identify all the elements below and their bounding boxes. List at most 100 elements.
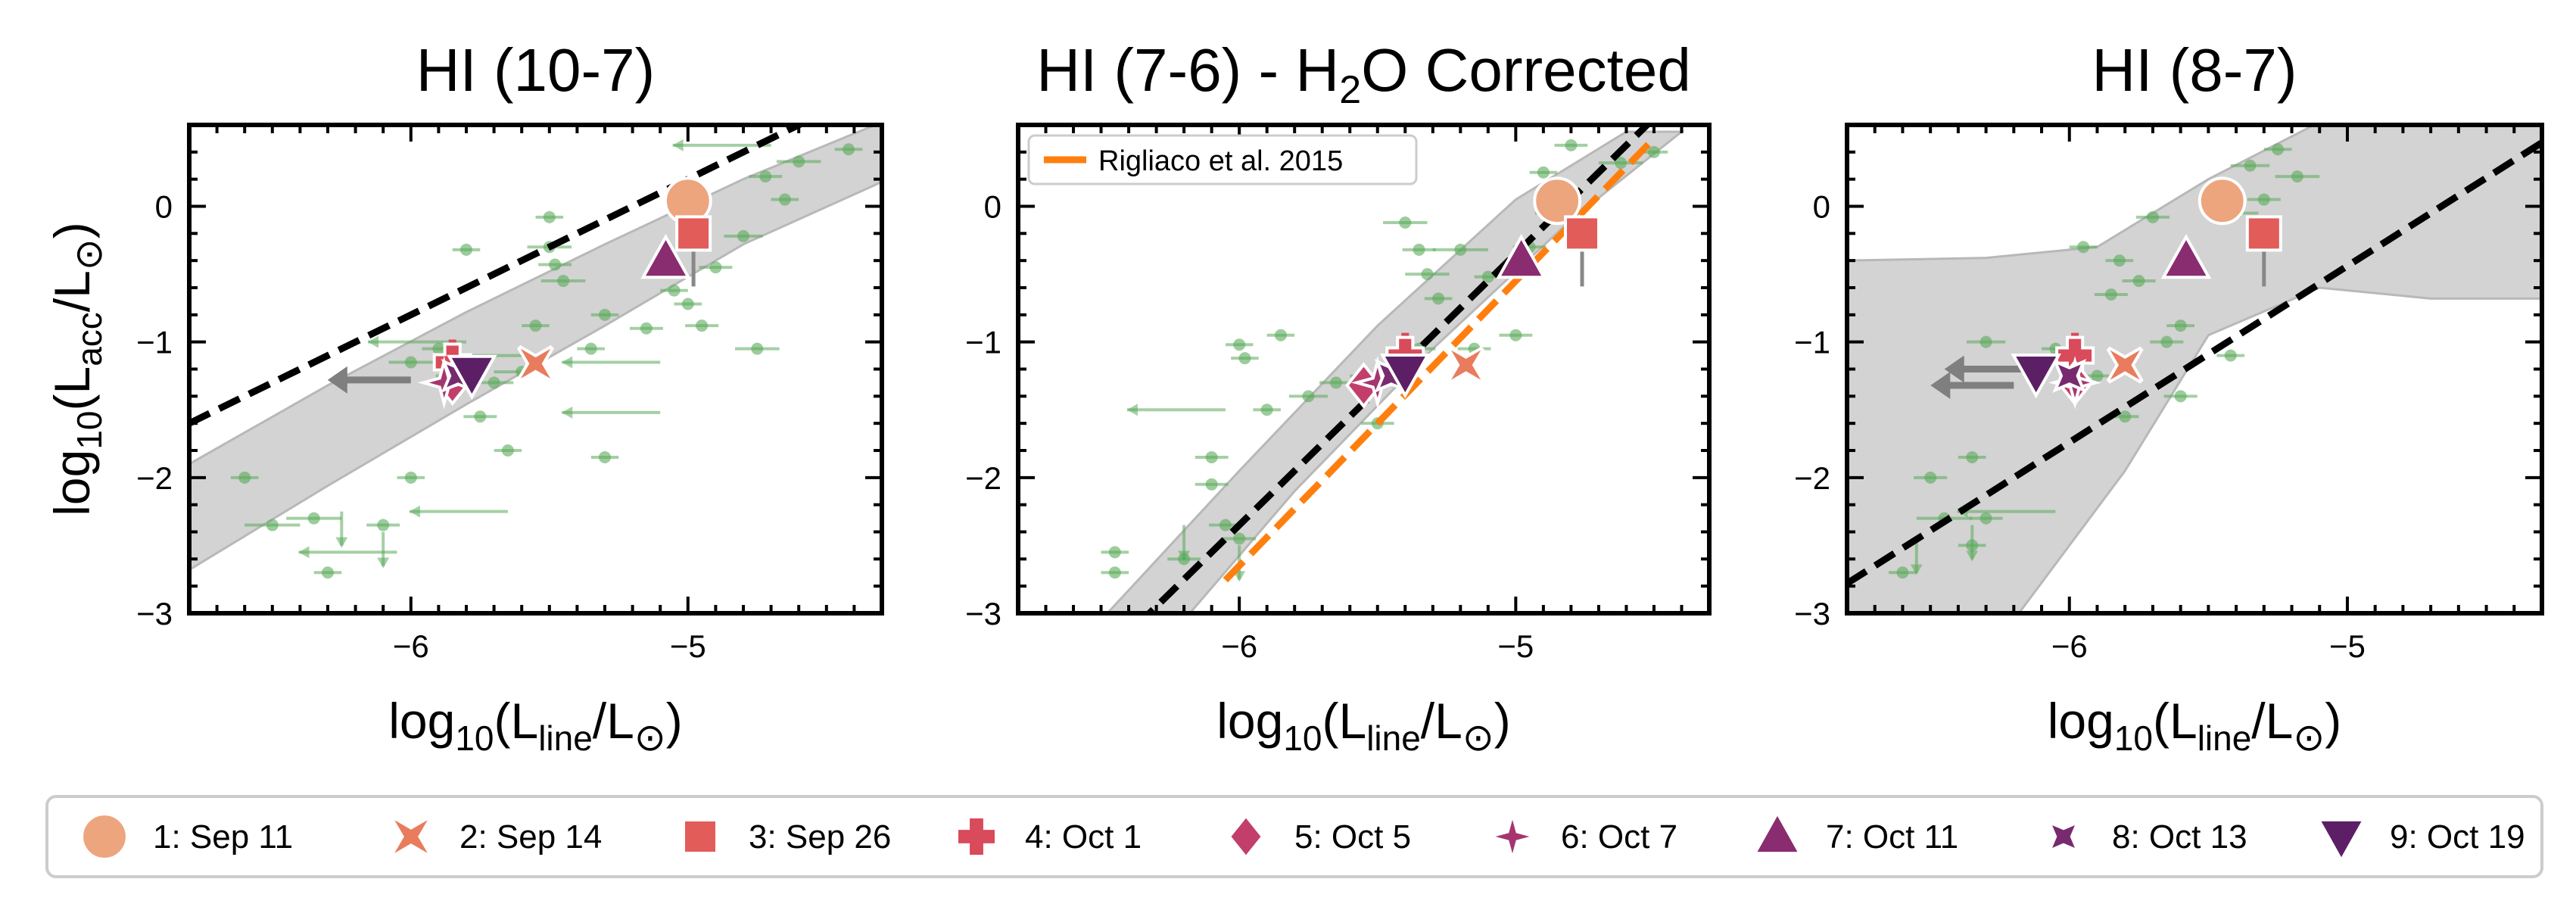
point — [474, 410, 487, 423]
panel-3: −6 −5 −3 −2 −1 0 HI (8-7) log10(Lline/L⊙) — [1794, 36, 2544, 759]
point — [377, 519, 390, 531]
y-tick-label: −1 — [136, 325, 173, 360]
point — [238, 471, 251, 484]
x-axis-label: log10(Lline/L⊙) — [1216, 693, 1510, 759]
legend-frame — [45, 795, 2543, 878]
literature-point — [1101, 566, 1129, 579]
x-tick-label: −6 — [2051, 628, 2088, 664]
legend-marker — [2316, 818, 2367, 864]
point — [1454, 243, 1467, 256]
literature-point — [674, 298, 702, 310]
x-tick-label: −5 — [1497, 628, 1534, 664]
legend-item: 1: Sep 11 — [80, 812, 293, 861]
literature-point — [1889, 566, 1917, 579]
point — [640, 322, 653, 335]
point — [1980, 512, 1992, 525]
literature-point — [1231, 352, 1259, 365]
limit-arrow-head — [1178, 550, 1191, 562]
point — [2257, 193, 2270, 206]
legend-label: 1: Sep 11 — [153, 818, 293, 856]
point — [1260, 404, 1273, 416]
literature-point — [1598, 157, 1643, 170]
point — [557, 275, 570, 288]
literature-point — [776, 155, 821, 168]
literature-point — [735, 342, 780, 355]
literature-point — [1405, 268, 1450, 281]
x-label-part: ⊙ — [634, 716, 666, 759]
y-tick-label: −3 — [1794, 596, 1830, 631]
literature-point — [834, 143, 863, 156]
point — [2119, 410, 2132, 423]
x-label-part: line — [1366, 718, 1421, 758]
point — [584, 342, 597, 355]
y-label-part: acc — [70, 312, 109, 366]
legend-marker — [2046, 819, 2081, 854]
rigliaco-line — [1223, 136, 1657, 583]
fit-line — [1847, 139, 2542, 587]
panel-2: −6 −5 −3 −2 −1 0 HI (7-6) - H2O Corrected log10… — [965, 36, 1712, 759]
legend-marker — [1227, 813, 1265, 860]
point — [2104, 288, 2117, 301]
y-tick-label: 0 — [155, 189, 173, 225]
epoch-legend: 1: Sep 11 2: Sep 14 3: Sep 26 4: Oct 1 5: Oc… — [45, 795, 2543, 878]
literature-point — [1432, 243, 1488, 256]
epoch-marker-7 — [2160, 233, 2212, 279]
literature-point — [2275, 170, 2320, 183]
legend-item: 9: Oct 19 — [2316, 818, 2525, 864]
literature-point — [590, 450, 619, 463]
point — [2132, 275, 2145, 288]
literature-point — [1266, 329, 1295, 341]
y-label-part: /L — [44, 270, 100, 312]
x-tick-label: −5 — [670, 628, 706, 664]
title-sub: 2 — [1339, 68, 1361, 112]
x-label-part: ) — [666, 693, 683, 749]
literature-point — [699, 261, 733, 274]
upper-limit — [562, 406, 661, 419]
literature-point — [1195, 478, 1229, 491]
legend-label: 3: Sep 26 — [749, 818, 891, 856]
y-label-part: log — [44, 450, 100, 516]
literature-point — [590, 308, 619, 321]
limit-arrow-head — [377, 557, 390, 569]
x-label-part: log — [2048, 693, 2114, 749]
y-label-part: ⊙ — [67, 238, 110, 270]
point — [1399, 217, 1412, 229]
point — [1274, 329, 1287, 341]
rigliaco-legend-label: Rigliaco et al. 2015 — [1098, 145, 1343, 177]
literature-point — [724, 229, 763, 242]
point — [681, 298, 694, 310]
x-axis-label: log10(Lline/L⊙) — [2048, 693, 2341, 759]
point — [599, 450, 611, 463]
point — [404, 471, 417, 484]
upper-limit — [409, 505, 508, 518]
point — [2291, 170, 2303, 183]
point — [1329, 376, 1342, 389]
legend-item: 7: Oct 11 — [1752, 809, 1958, 856]
legend-item: 4: Oct 1 — [955, 815, 1142, 858]
rigliaco-legend-frame — [1027, 134, 1418, 185]
limit-arrow-head — [672, 139, 684, 151]
literature-point — [685, 319, 719, 332]
point — [501, 444, 514, 457]
point — [1537, 166, 1550, 179]
upper-limit — [1178, 525, 1191, 562]
epoch-marker-2 — [2106, 346, 2144, 384]
literature-point — [1969, 512, 2003, 525]
point — [2244, 159, 2257, 172]
confidence-band — [1847, 125, 2542, 613]
point — [1565, 139, 1578, 151]
literature-point — [2135, 210, 2170, 223]
epoch-limit-head — [1944, 355, 1964, 383]
literature-point — [540, 275, 586, 288]
point — [1924, 471, 1937, 484]
plot-area — [189, 125, 882, 579]
literature-point — [494, 444, 522, 457]
point — [2160, 335, 2173, 348]
x-label-part: ⊙ — [1462, 716, 1494, 759]
panel-title: HI (10-7) — [416, 36, 656, 104]
epoch-marker-9 — [2011, 353, 2062, 399]
y-tick-label: −2 — [1794, 460, 1830, 496]
x-tick-label: −5 — [2329, 628, 2366, 664]
point — [2091, 369, 2104, 382]
legend-label: 8: Oct 13 — [2112, 818, 2247, 856]
